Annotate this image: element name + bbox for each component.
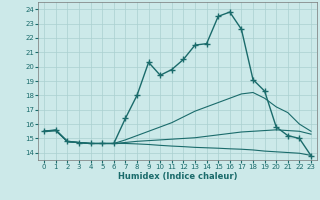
X-axis label: Humidex (Indice chaleur): Humidex (Indice chaleur) (118, 172, 237, 181)
